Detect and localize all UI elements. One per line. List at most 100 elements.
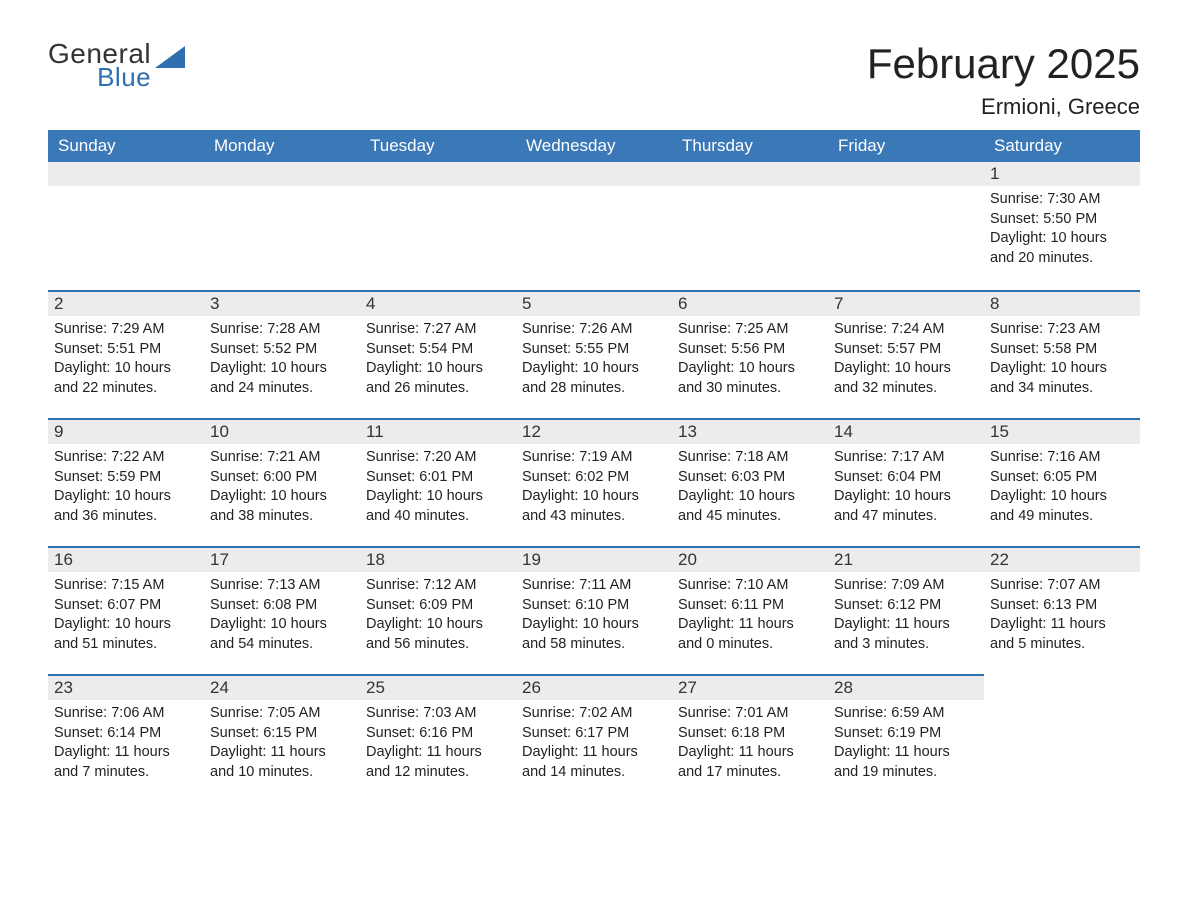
day-details: Sunrise: 7:05 AMSunset: 6:15 PMDaylight:… <box>204 700 360 790</box>
calendar-day-cell: 15Sunrise: 7:16 AMSunset: 6:05 PMDayligh… <box>984 418 1140 546</box>
calendar-day-cell: 5Sunrise: 7:26 AMSunset: 5:55 PMDaylight… <box>516 290 672 418</box>
day-details: Sunrise: 7:11 AMSunset: 6:10 PMDaylight:… <box>516 572 672 662</box>
calendar-day-cell: 17Sunrise: 7:13 AMSunset: 6:08 PMDayligh… <box>204 546 360 674</box>
day-number: 2 <box>48 290 204 316</box>
calendar-row: 16Sunrise: 7:15 AMSunset: 6:07 PMDayligh… <box>48 546 1140 674</box>
day-details: Sunrise: 7:17 AMSunset: 6:04 PMDaylight:… <box>828 444 984 534</box>
weekday-header: Tuesday <box>360 130 516 162</box>
day-number: 1 <box>984 162 1140 186</box>
calendar-row: 9Sunrise: 7:22 AMSunset: 5:59 PMDaylight… <box>48 418 1140 546</box>
calendar-day-cell: 1Sunrise: 7:30 AMSunset: 5:50 PMDaylight… <box>984 162 1140 290</box>
day-details: Sunrise: 7:26 AMSunset: 5:55 PMDaylight:… <box>516 316 672 406</box>
day-details: Sunrise: 7:15 AMSunset: 6:07 PMDaylight:… <box>48 572 204 662</box>
day-details: Sunrise: 7:12 AMSunset: 6:09 PMDaylight:… <box>360 572 516 662</box>
day-number: 25 <box>360 674 516 700</box>
day-details: Sunrise: 7:13 AMSunset: 6:08 PMDaylight:… <box>204 572 360 662</box>
day-number: 7 <box>828 290 984 316</box>
calendar-day-cell: 21Sunrise: 7:09 AMSunset: 6:12 PMDayligh… <box>828 546 984 674</box>
calendar-day-cell: 18Sunrise: 7:12 AMSunset: 6:09 PMDayligh… <box>360 546 516 674</box>
day-number: 12 <box>516 418 672 444</box>
calendar-day-cell: 7Sunrise: 7:24 AMSunset: 5:57 PMDaylight… <box>828 290 984 418</box>
day-details: Sunrise: 7:28 AMSunset: 5:52 PMDaylight:… <box>204 316 360 406</box>
calendar-day-cell: 2Sunrise: 7:29 AMSunset: 5:51 PMDaylight… <box>48 290 204 418</box>
calendar-table: SundayMondayTuesdayWednesdayThursdayFrid… <box>48 130 1140 802</box>
logo-text: General Blue <box>48 40 151 90</box>
calendar-head: SundayMondayTuesdayWednesdayThursdayFrid… <box>48 130 1140 162</box>
location-label: Ermioni, Greece <box>867 94 1140 120</box>
day-number: 6 <box>672 290 828 316</box>
calendar-empty-cell <box>360 162 516 290</box>
calendar-row: 23Sunrise: 7:06 AMSunset: 6:14 PMDayligh… <box>48 674 1140 802</box>
day-number: 20 <box>672 546 828 572</box>
day-number: 18 <box>360 546 516 572</box>
day-number: 23 <box>48 674 204 700</box>
calendar-empty-cell <box>984 674 1140 802</box>
day-number: 26 <box>516 674 672 700</box>
calendar-empty-cell <box>672 162 828 290</box>
day-details: Sunrise: 7:09 AMSunset: 6:12 PMDaylight:… <box>828 572 984 662</box>
calendar-day-cell: 27Sunrise: 7:01 AMSunset: 6:18 PMDayligh… <box>672 674 828 802</box>
weekday-header: Monday <box>204 130 360 162</box>
empty-day-bar <box>516 162 672 186</box>
day-details: Sunrise: 7:16 AMSunset: 6:05 PMDaylight:… <box>984 444 1140 534</box>
day-details: Sunrise: 7:24 AMSunset: 5:57 PMDaylight:… <box>828 316 984 406</box>
day-details: Sunrise: 7:29 AMSunset: 5:51 PMDaylight:… <box>48 316 204 406</box>
day-number: 28 <box>828 674 984 700</box>
day-details: Sunrise: 7:21 AMSunset: 6:00 PMDaylight:… <box>204 444 360 534</box>
day-number: 13 <box>672 418 828 444</box>
day-details: Sunrise: 7:01 AMSunset: 6:18 PMDaylight:… <box>672 700 828 790</box>
calendar-day-cell: 26Sunrise: 7:02 AMSunset: 6:17 PMDayligh… <box>516 674 672 802</box>
calendar-day-cell: 4Sunrise: 7:27 AMSunset: 5:54 PMDaylight… <box>360 290 516 418</box>
day-number: 3 <box>204 290 360 316</box>
day-details: Sunrise: 6:59 AMSunset: 6:19 PMDaylight:… <box>828 700 984 790</box>
empty-day-bar <box>828 162 984 186</box>
calendar-row: 1Sunrise: 7:30 AMSunset: 5:50 PMDaylight… <box>48 162 1140 290</box>
weekday-header-row: SundayMondayTuesdayWednesdayThursdayFrid… <box>48 130 1140 162</box>
empty-day-bar <box>360 162 516 186</box>
calendar-day-cell: 8Sunrise: 7:23 AMSunset: 5:58 PMDaylight… <box>984 290 1140 418</box>
day-number: 21 <box>828 546 984 572</box>
calendar-day-cell: 19Sunrise: 7:11 AMSunset: 6:10 PMDayligh… <box>516 546 672 674</box>
day-number: 22 <box>984 546 1140 572</box>
calendar-day-cell: 9Sunrise: 7:22 AMSunset: 5:59 PMDaylight… <box>48 418 204 546</box>
calendar-day-cell: 28Sunrise: 6:59 AMSunset: 6:19 PMDayligh… <box>828 674 984 802</box>
calendar-day-cell: 12Sunrise: 7:19 AMSunset: 6:02 PMDayligh… <box>516 418 672 546</box>
day-details: Sunrise: 7:20 AMSunset: 6:01 PMDaylight:… <box>360 444 516 534</box>
calendar-day-cell: 25Sunrise: 7:03 AMSunset: 6:16 PMDayligh… <box>360 674 516 802</box>
day-details: Sunrise: 7:06 AMSunset: 6:14 PMDaylight:… <box>48 700 204 790</box>
day-number: 9 <box>48 418 204 444</box>
day-number: 27 <box>672 674 828 700</box>
calendar-day-cell: 13Sunrise: 7:18 AMSunset: 6:03 PMDayligh… <box>672 418 828 546</box>
month-title: February 2025 <box>867 40 1140 88</box>
day-details: Sunrise: 7:30 AMSunset: 5:50 PMDaylight:… <box>984 186 1140 276</box>
day-details: Sunrise: 7:07 AMSunset: 6:13 PMDaylight:… <box>984 572 1140 662</box>
header: General Blue February 2025 Ermioni, Gree… <box>48 40 1140 120</box>
day-number: 10 <box>204 418 360 444</box>
logo: General Blue <box>48 40 189 90</box>
calendar-day-cell: 14Sunrise: 7:17 AMSunset: 6:04 PMDayligh… <box>828 418 984 546</box>
day-details: Sunrise: 7:27 AMSunset: 5:54 PMDaylight:… <box>360 316 516 406</box>
weekday-header: Thursday <box>672 130 828 162</box>
weekday-header: Saturday <box>984 130 1140 162</box>
empty-day-bar <box>672 162 828 186</box>
day-number: 8 <box>984 290 1140 316</box>
calendar-empty-cell <box>828 162 984 290</box>
calendar-day-cell: 24Sunrise: 7:05 AMSunset: 6:15 PMDayligh… <box>204 674 360 802</box>
day-number: 16 <box>48 546 204 572</box>
day-number: 24 <box>204 674 360 700</box>
calendar-day-cell: 3Sunrise: 7:28 AMSunset: 5:52 PMDaylight… <box>204 290 360 418</box>
day-details: Sunrise: 7:22 AMSunset: 5:59 PMDaylight:… <box>48 444 204 534</box>
calendar-empty-cell <box>48 162 204 290</box>
calendar-empty-cell <box>204 162 360 290</box>
day-details: Sunrise: 7:18 AMSunset: 6:03 PMDaylight:… <box>672 444 828 534</box>
calendar-body: 1Sunrise: 7:30 AMSunset: 5:50 PMDaylight… <box>48 162 1140 802</box>
day-number: 4 <box>360 290 516 316</box>
calendar-day-cell: 10Sunrise: 7:21 AMSunset: 6:00 PMDayligh… <box>204 418 360 546</box>
empty-day-bar <box>204 162 360 186</box>
day-number: 11 <box>360 418 516 444</box>
calendar-day-cell: 23Sunrise: 7:06 AMSunset: 6:14 PMDayligh… <box>48 674 204 802</box>
day-details: Sunrise: 7:19 AMSunset: 6:02 PMDaylight:… <box>516 444 672 534</box>
day-details: Sunrise: 7:23 AMSunset: 5:58 PMDaylight:… <box>984 316 1140 406</box>
empty-day-bar <box>48 162 204 186</box>
logo-sail-icon <box>155 46 189 70</box>
